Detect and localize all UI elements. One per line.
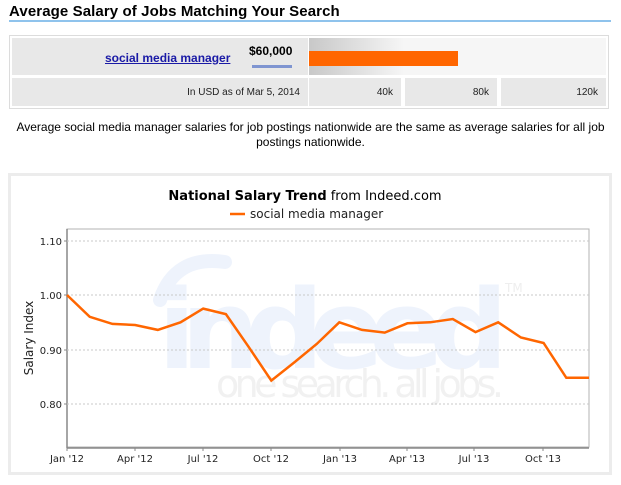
svg-text:0.90: 0.90 xyxy=(40,346,62,357)
indeed-watermark: indeed TM one search. all jobs. xyxy=(153,254,523,406)
scale-40k-cell: 40k xyxy=(309,78,401,106)
x-tick-labels: Jan '12 Apr '12 Jul '12 Oct '12 Jan '13 … xyxy=(49,454,561,465)
as-of-label: In USD as of Mar 5, 2014 xyxy=(187,87,300,98)
job-cell: social media manager $60,000 xyxy=(12,38,308,75)
svg-text:Jul '13: Jul '13 xyxy=(458,454,490,465)
svg-text:Apr '13: Apr '13 xyxy=(389,454,425,465)
svg-text:Jan '13: Jan '13 xyxy=(322,454,357,465)
watermark-swoosh-icon xyxy=(153,254,232,307)
y-tick-labels: 1.10 1.00 0.90 0.80 xyxy=(40,237,62,411)
watermark-tagline: one search. all jobs. xyxy=(216,362,504,406)
svg-text:1.10: 1.10 xyxy=(40,237,62,248)
svg-text:0.80: 0.80 xyxy=(40,400,62,411)
scale-120k-cell: 120k xyxy=(501,78,606,106)
watermark-tm: TM xyxy=(504,281,523,295)
scale-80k-cell: 80k xyxy=(405,78,497,106)
page-title: Average Salary of Jobs Matching Your Sea… xyxy=(9,3,340,20)
salary-summary: Average social media manager salaries fo… xyxy=(16,120,605,149)
as-of-cell: In USD as of Mar 5, 2014 xyxy=(12,78,308,106)
salary-value: $60,000 xyxy=(249,44,293,58)
salary-bar xyxy=(309,51,458,66)
svg-text:Apr '12: Apr '12 xyxy=(117,454,153,465)
svg-text:1.00: 1.00 xyxy=(40,291,62,302)
svg-text:Oct '12: Oct '12 xyxy=(253,454,289,465)
scale-label: 120k xyxy=(576,87,598,98)
scale-label: 80k xyxy=(472,87,489,98)
title-divider xyxy=(9,20,611,22)
svg-text:Oct '13: Oct '13 xyxy=(525,454,561,465)
svg-text:Jan '12: Jan '12 xyxy=(49,454,84,465)
series-line-social-media-manager[interactable] xyxy=(66,294,589,383)
svg-text:Jul '12: Jul '12 xyxy=(187,454,219,465)
x-ticks xyxy=(66,448,544,451)
y-ticks xyxy=(64,240,67,405)
y-axis-label: Salary Index xyxy=(22,301,36,376)
legend-label[interactable]: social media manager xyxy=(250,207,383,221)
scale-label: 40k xyxy=(376,87,393,98)
salary-marker xyxy=(252,65,292,68)
job-title-link[interactable]: social media manager xyxy=(105,51,231,65)
salary-table: social media manager $60,000 In USD as o… xyxy=(9,35,609,109)
gridlines xyxy=(67,240,589,405)
salary-bar-cell xyxy=(309,38,606,75)
chart-title: National Salary Trend from Indeed.com xyxy=(168,189,441,204)
